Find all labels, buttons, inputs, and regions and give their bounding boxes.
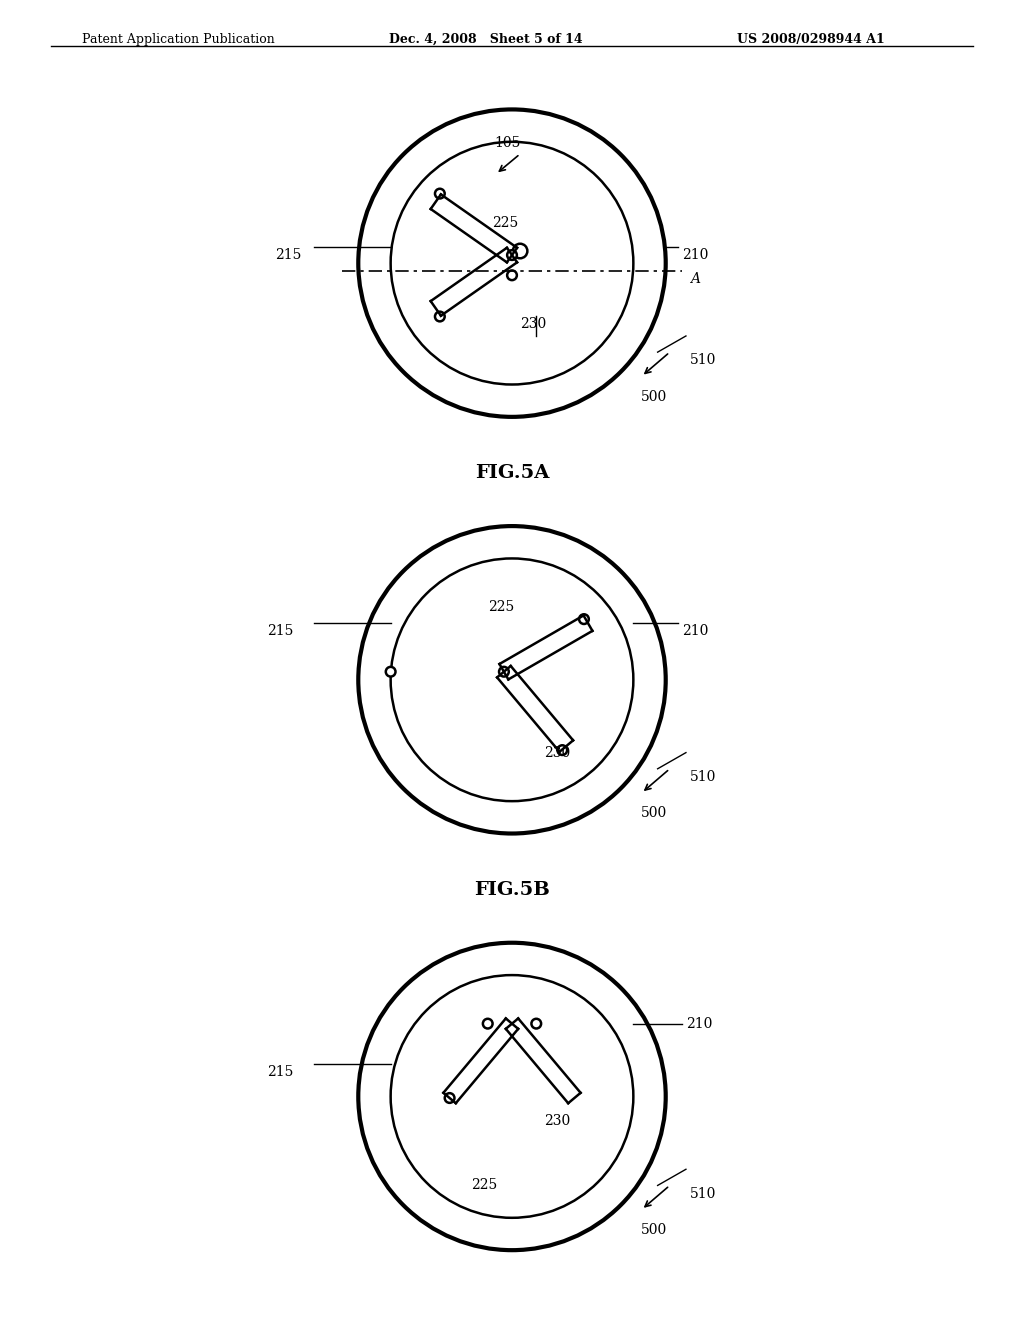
Text: 500: 500: [640, 1222, 667, 1237]
Text: 210: 210: [686, 1016, 713, 1031]
Text: FIG.5B: FIG.5B: [474, 882, 550, 899]
Text: 215: 215: [267, 1065, 294, 1080]
Text: 230: 230: [545, 746, 570, 759]
Text: 225: 225: [487, 601, 514, 614]
Circle shape: [531, 1019, 541, 1028]
Text: 225: 225: [492, 215, 518, 230]
Circle shape: [435, 312, 444, 321]
Circle shape: [386, 667, 395, 677]
Circle shape: [444, 1093, 455, 1104]
Text: 105: 105: [495, 136, 521, 150]
Circle shape: [499, 667, 509, 677]
Text: 215: 215: [275, 248, 302, 263]
Text: A: A: [690, 272, 700, 286]
Text: US 2008/0298944 A1: US 2008/0298944 A1: [737, 33, 885, 46]
Text: 500: 500: [640, 807, 667, 820]
Circle shape: [483, 1019, 493, 1028]
Text: 210: 210: [682, 624, 709, 639]
Text: 225: 225: [471, 1179, 498, 1192]
Text: 510: 510: [690, 770, 717, 784]
Circle shape: [580, 614, 589, 624]
Circle shape: [507, 271, 517, 280]
Circle shape: [507, 251, 517, 260]
Text: 210: 210: [682, 248, 709, 263]
Text: 500: 500: [640, 389, 667, 404]
Text: 510: 510: [690, 354, 717, 367]
Text: 230: 230: [545, 1114, 570, 1127]
Text: 510: 510: [690, 1187, 717, 1200]
Text: Dec. 4, 2008   Sheet 5 of 14: Dec. 4, 2008 Sheet 5 of 14: [389, 33, 583, 46]
Text: FIG.5A: FIG.5A: [475, 465, 549, 483]
Text: 230: 230: [520, 317, 547, 331]
Text: 215: 215: [267, 624, 294, 639]
Circle shape: [557, 746, 567, 755]
Text: Patent Application Publication: Patent Application Publication: [82, 33, 274, 46]
Circle shape: [435, 189, 444, 198]
